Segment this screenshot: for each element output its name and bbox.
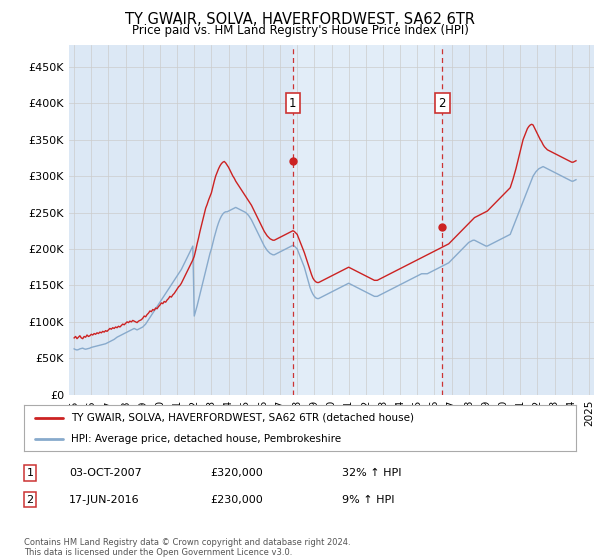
Text: TY GWAIR, SOLVA, HAVERFORDWEST, SA62 6TR: TY GWAIR, SOLVA, HAVERFORDWEST, SA62 6TR — [125, 12, 475, 27]
Text: 9% ↑ HPI: 9% ↑ HPI — [342, 494, 395, 505]
Text: TY GWAIR, SOLVA, HAVERFORDWEST, SA62 6TR (detached house): TY GWAIR, SOLVA, HAVERFORDWEST, SA62 6TR… — [71, 413, 414, 423]
Text: Contains HM Land Registry data © Crown copyright and database right 2024.
This d: Contains HM Land Registry data © Crown c… — [24, 538, 350, 557]
Text: 32% ↑ HPI: 32% ↑ HPI — [342, 468, 401, 478]
Text: 2: 2 — [439, 97, 446, 110]
Text: £320,000: £320,000 — [210, 468, 263, 478]
Text: 1: 1 — [289, 97, 296, 110]
Text: 2: 2 — [26, 494, 34, 505]
Text: £230,000: £230,000 — [210, 494, 263, 505]
Bar — [293, 45, 442, 395]
Text: 1: 1 — [26, 468, 34, 478]
Text: 17-JUN-2016: 17-JUN-2016 — [69, 494, 140, 505]
Text: HPI: Average price, detached house, Pembrokeshire: HPI: Average price, detached house, Pemb… — [71, 435, 341, 444]
Text: 03-OCT-2007: 03-OCT-2007 — [69, 468, 142, 478]
Text: Price paid vs. HM Land Registry's House Price Index (HPI): Price paid vs. HM Land Registry's House … — [131, 24, 469, 36]
